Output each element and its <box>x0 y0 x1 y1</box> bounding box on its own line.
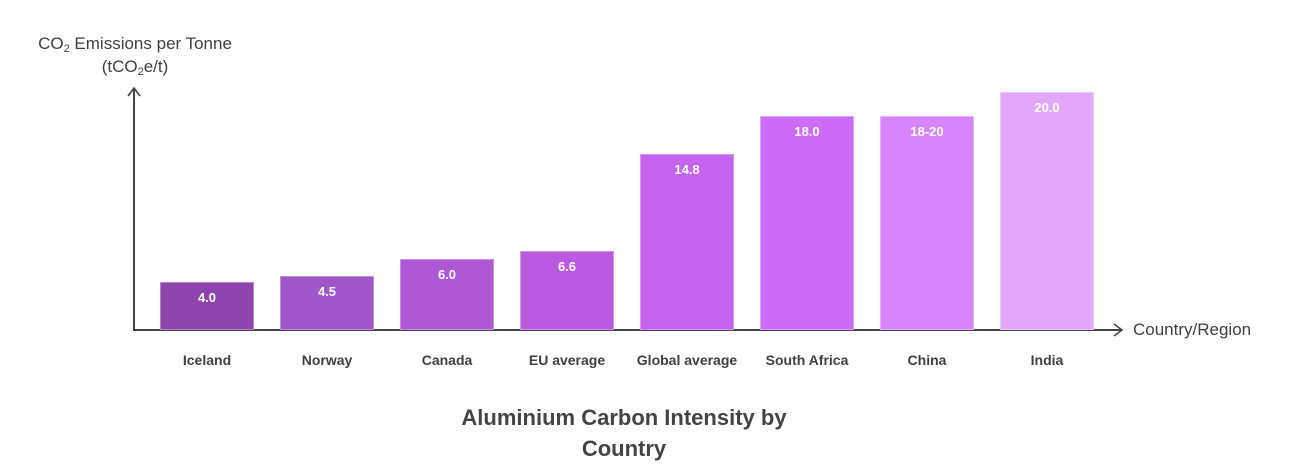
bar: 20.0 <box>1000 92 1094 330</box>
y-axis-label-text: CO <box>38 34 64 53</box>
y-axis-unit-text: (tCO <box>101 57 138 76</box>
y-axis-unit-text: e/t) <box>143 57 169 76</box>
y-axis <box>127 86 141 331</box>
bar-value-label: 14.8 <box>674 162 700 177</box>
bar: 4.0 <box>160 282 254 330</box>
bar-value-label: 18.0 <box>794 124 820 139</box>
x-axis-arrow-icon <box>1113 323 1124 337</box>
bar: 6.6 <box>520 251 614 330</box>
bar-value-label: 4.5 <box>317 284 337 299</box>
x-axis-label: Country/Region <box>1133 320 1252 339</box>
bar-value-label: 18-20 <box>910 124 944 139</box>
y-axis-label: CO2 Emissions per Tonne (tCO2e/t) <box>0 32 270 78</box>
bar-value-label: 4.0 <box>197 290 217 305</box>
subscript: 2 <box>137 66 144 78</box>
category-label: South Africa <box>765 352 849 368</box>
bar: 18.0 <box>760 116 854 330</box>
category-label: China <box>907 352 947 368</box>
x-axis <box>133 323 1124 337</box>
chart-title-line: Country <box>581 436 667 461</box>
bar: 6.0 <box>400 259 494 330</box>
bar-value-label: 20.0 <box>1034 100 1060 115</box>
y-axis-arrow-icon <box>127 86 141 97</box>
subscript: 2 <box>63 43 70 55</box>
bar: 18-20 <box>880 116 974 330</box>
bar-value-label: 6.6 <box>557 259 577 274</box>
bar: 4.5 <box>280 276 374 330</box>
category-label: Iceland <box>182 352 232 368</box>
bar-value-label: 6.0 <box>437 267 457 282</box>
chart-title-line: Aluminium Carbon Intensity by <box>461 405 787 430</box>
category-label: India <box>1030 352 1064 368</box>
category-label: EU average <box>528 352 606 368</box>
y-axis-label-text: Emissions per Tonne <box>69 34 232 53</box>
bar: 14.8 <box>640 154 734 330</box>
category-label: Norway <box>301 352 353 368</box>
chart-title: Aluminium Carbon Intensity by Country <box>420 402 828 464</box>
category-label: Global average <box>636 352 738 368</box>
category-label: Canada <box>421 352 473 368</box>
